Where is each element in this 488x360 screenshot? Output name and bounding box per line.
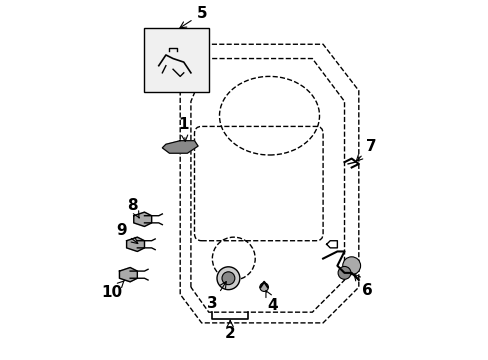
Circle shape [259,283,268,292]
Text: 2: 2 [224,320,235,341]
Polygon shape [126,237,144,251]
Circle shape [342,257,360,275]
Polygon shape [119,267,137,282]
Polygon shape [162,141,198,153]
Text: 3: 3 [206,282,226,311]
Circle shape [217,267,240,290]
Text: 8: 8 [126,198,139,218]
Bar [144,28,208,93]
Text: 1: 1 [178,117,189,141]
Text: 6: 6 [353,274,372,298]
Circle shape [337,266,350,279]
Text: 9: 9 [116,222,138,244]
Text: 5: 5 [180,6,206,28]
Text: 4: 4 [265,291,278,312]
Polygon shape [134,212,151,226]
Text: 10: 10 [102,280,124,300]
Circle shape [222,272,234,285]
Text: 7: 7 [356,139,376,161]
